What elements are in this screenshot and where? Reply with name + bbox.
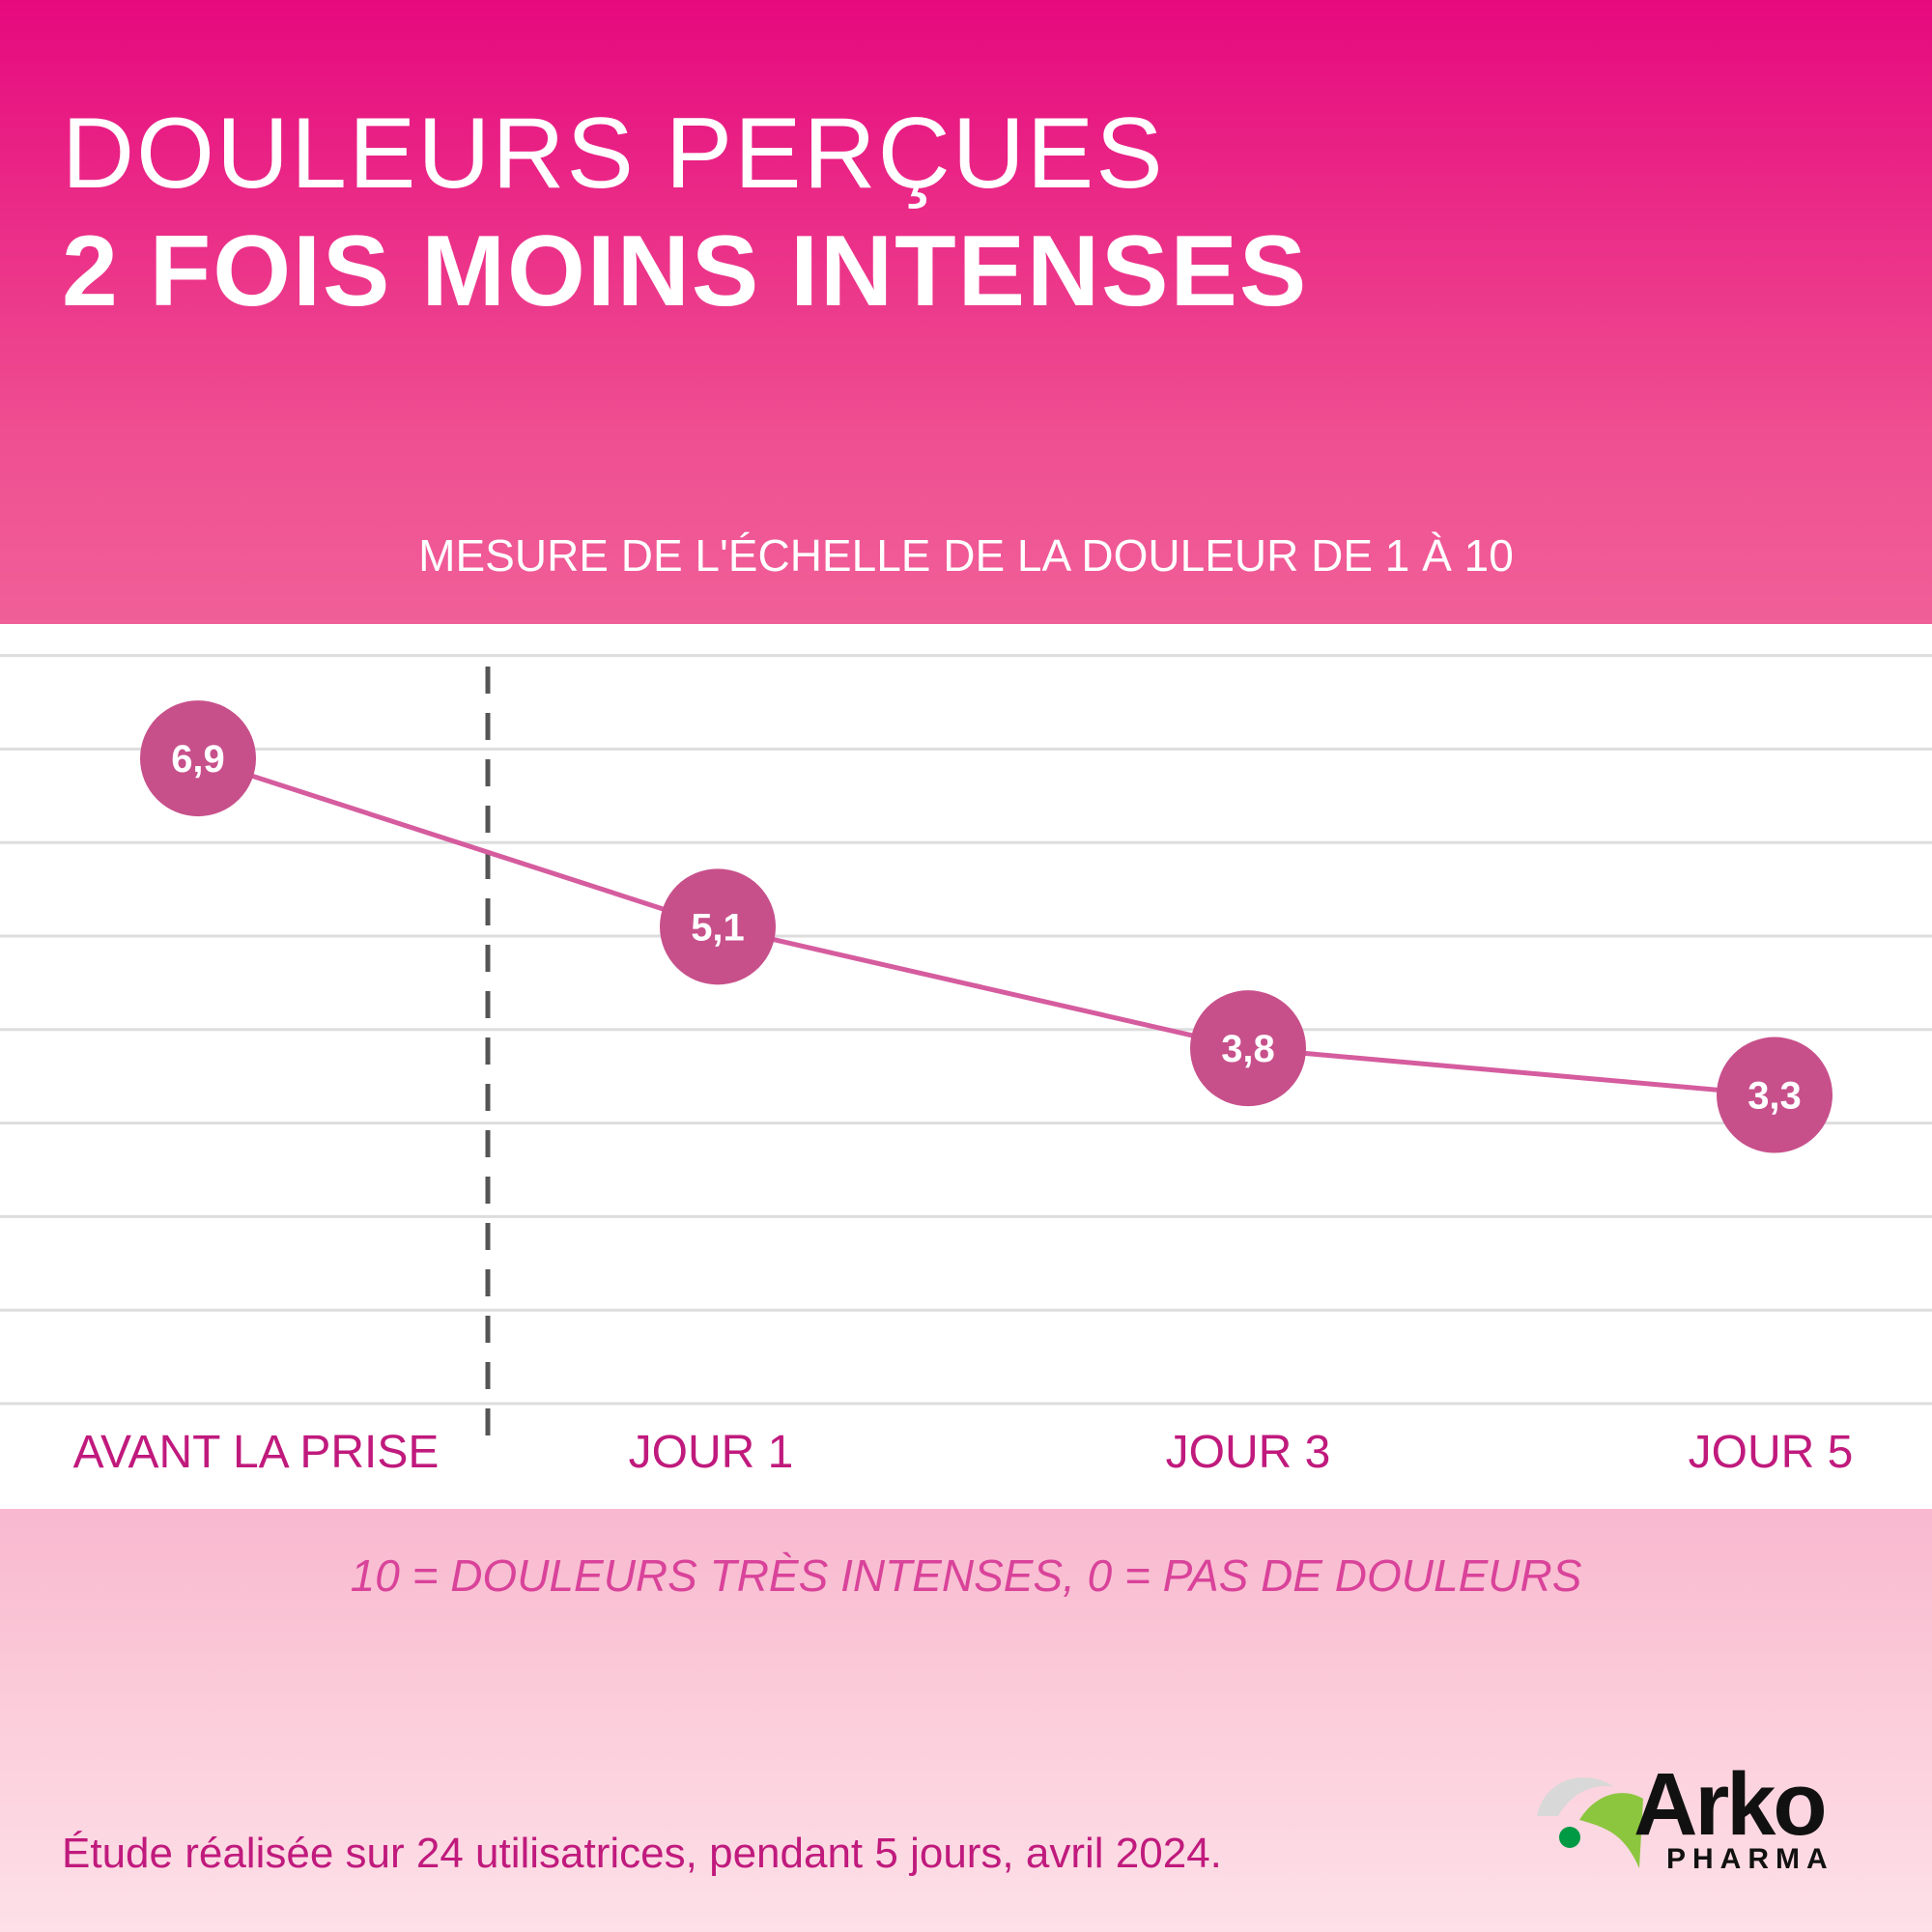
data-label: 6,9 [171,738,225,781]
gridlines [0,654,1932,1406]
data-point-marker [140,700,256,817]
logo-sub-text: PHARMA [1666,1843,1834,1875]
data-point-marker [660,868,776,985]
data-point-marker [1190,990,1306,1107]
series-line [197,755,1776,1098]
data-points: 6,9 5,1 3,8 3,3 [140,700,1833,1153]
logo-brand-text: Arko [1634,1755,1828,1854]
chart-subtitle: MESURE DE L'ÉCHELLE DE LA DOULEUR DE 1 À… [418,530,1514,581]
title-line-1: DOULEURS PERÇUES [62,98,1165,210]
logo-leaf-icon [1537,1777,1643,1868]
x-tick-label: JOUR 1 [628,1427,794,1478]
x-tick-label: JOUR 3 [1165,1427,1331,1478]
study-note: Étude réalisée sur 24 utilisatrices, pen… [62,1830,1222,1877]
x-tick-label: AVANT LA PRISE [72,1427,440,1478]
footer-band [0,1509,1932,1932]
data-label: 5,1 [691,906,745,949]
data-point-marker [1717,1037,1833,1153]
data-label: 3,3 [1747,1075,1802,1118]
data-label: 3,8 [1221,1028,1275,1070]
x-tick-label: JOUR 5 [1688,1427,1854,1478]
pain-line-chart: 6,9 5,1 3,8 3,3 [0,654,1932,1439]
arko-pharma-logo: Arko PHARMA [1531,1755,1860,1876]
header-banner: DOULEURS PERÇUES 2 FOIS MOINS INTENSES M… [0,0,1932,624]
title-line-2: 2 FOIS MOINS INTENSES [62,215,1309,327]
scale-note: 10 = DOULEURS TRÈS INTENSES, 0 = PAS DE … [350,1550,1582,1601]
